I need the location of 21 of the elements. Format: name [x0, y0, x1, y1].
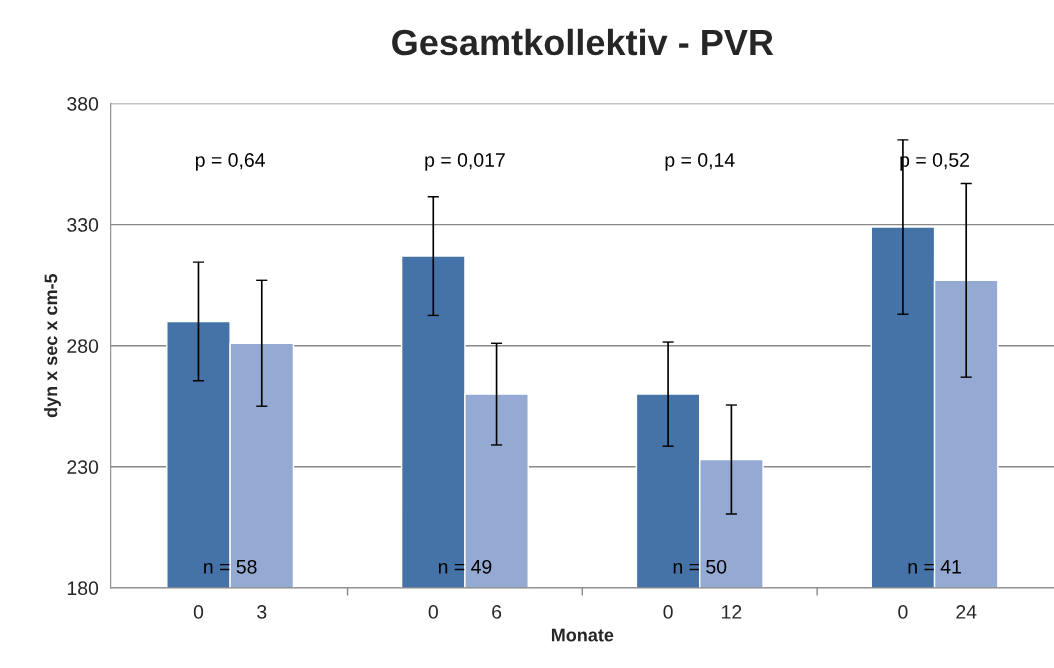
annotation: p = 0,64 [195, 153, 265, 171]
y-tick-label: 280 [67, 339, 99, 353]
y-axis-title: dyn x sec x cm-5 [44, 273, 61, 418]
annotation: n = 50 [673, 559, 727, 574]
y-tick-label: 180 [67, 581, 99, 596]
x-tick-label: 12 [722, 605, 742, 619]
annotation: n = 41 [908, 560, 961, 574]
x-tick-label: 3 [257, 605, 267, 619]
y-tick-label: 330 [67, 218, 99, 232]
x-tick-label: 6 [492, 605, 502, 619]
x-tick-label: 0 [663, 605, 673, 619]
x-axis-title: Monate [551, 628, 614, 642]
chart-title: Gesamtkollektiv - PVR [392, 28, 774, 56]
x-tick-label: 0 [898, 605, 908, 619]
annotation: p = 0,017 [425, 153, 505, 171]
annotation: p = 0,14 [665, 153, 735, 171]
y-tick-label: 380 [67, 97, 99, 111]
x-tick-label: 24 [956, 605, 977, 619]
y-tick-label: 230 [67, 460, 99, 474]
x-tick-label: 0 [193, 605, 204, 619]
x-tick-label: 0 [428, 605, 438, 619]
